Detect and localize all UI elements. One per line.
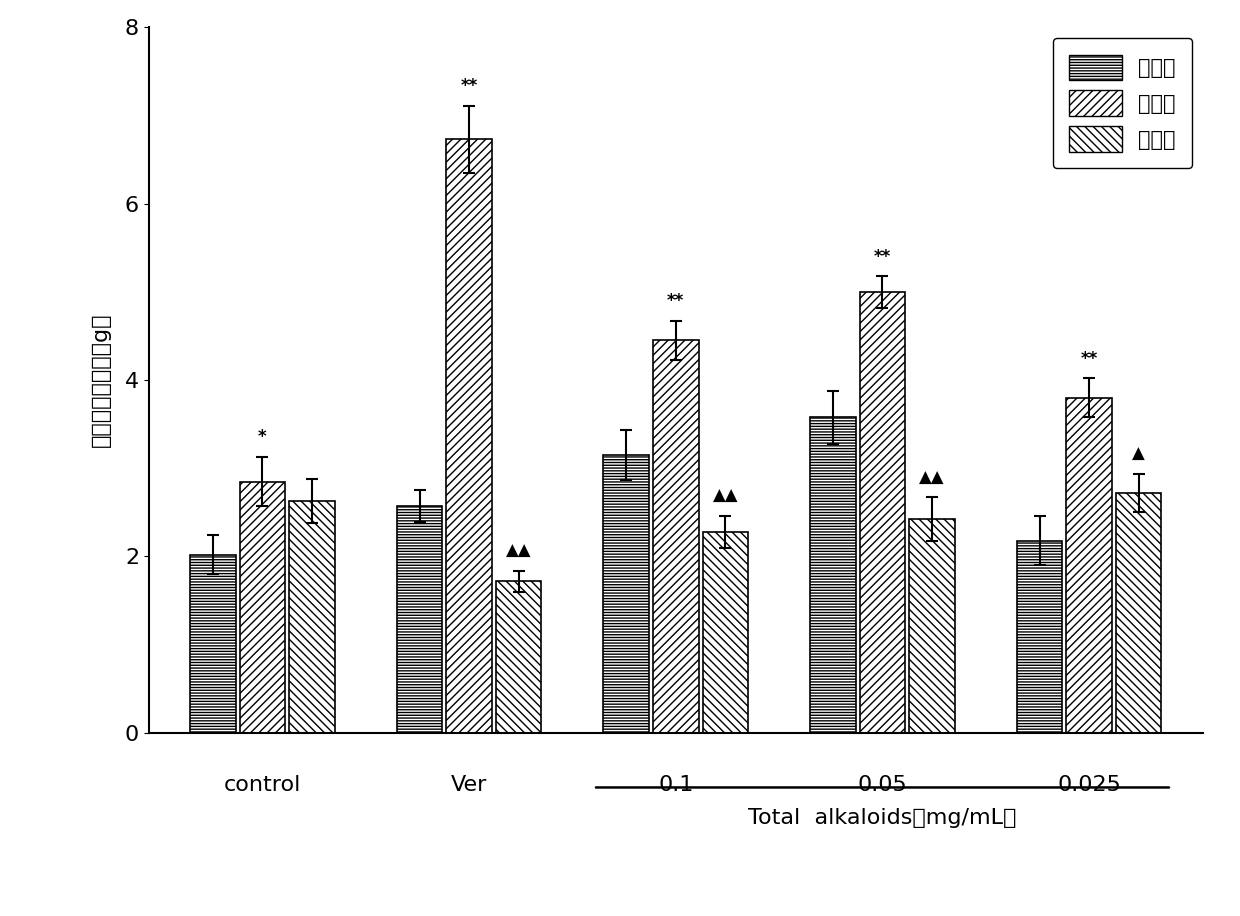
Text: control: control [223, 775, 301, 795]
Bar [909, 519, 955, 733]
Bar [810, 417, 856, 733]
Text: **: ** [460, 77, 477, 95]
Text: 0.1: 0.1 [658, 775, 693, 795]
Text: Ver: Ver [451, 775, 487, 795]
Bar [604, 455, 649, 733]
Text: Total  alkaloids（mg/mL）: Total alkaloids（mg/mL） [748, 808, 1017, 828]
Bar [446, 139, 492, 733]
Text: 0.025: 0.025 [1058, 775, 1121, 795]
Bar [496, 581, 542, 733]
Bar [859, 292, 905, 733]
Legend: 造模前, 造模后, 给药后: 造模前, 造模后, 给药后 [1053, 38, 1193, 169]
Text: *: * [258, 429, 267, 446]
Y-axis label: 收缩张力平均値（g）: 收缩张力平均値（g） [91, 313, 110, 447]
Text: ▲: ▲ [1132, 445, 1145, 463]
Text: **: ** [667, 292, 684, 311]
Text: ▲▲: ▲▲ [919, 469, 945, 486]
Bar [289, 501, 335, 733]
Bar [239, 482, 285, 733]
Bar [703, 532, 748, 733]
Bar [1066, 398, 1112, 733]
Bar [1017, 540, 1063, 733]
Text: ▲▲: ▲▲ [713, 487, 738, 506]
Bar [190, 555, 236, 733]
Bar [1116, 493, 1162, 733]
Text: **: ** [1080, 350, 1097, 368]
Text: 0.05: 0.05 [858, 775, 908, 795]
Bar [653, 341, 698, 733]
Text: **: ** [874, 247, 892, 266]
Text: ▲▲: ▲▲ [506, 542, 532, 560]
Bar [397, 507, 443, 733]
